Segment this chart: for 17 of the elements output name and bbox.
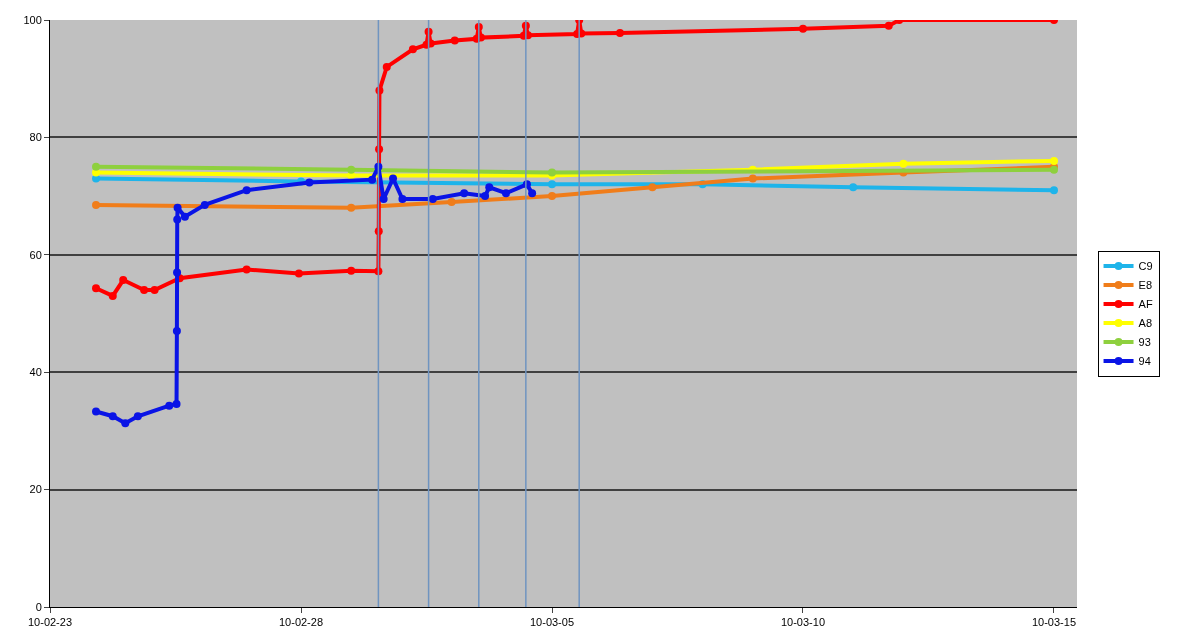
y-tick-label: 0 [35, 600, 42, 613]
x-tick-label: 10-03-15 [1031, 616, 1077, 629]
y-tick-label: 80 [29, 131, 42, 144]
legend-label: A8 [1138, 317, 1153, 330]
x-tick-label: 10-03-05 [529, 616, 575, 629]
x-tick-label: 10-02-28 [278, 616, 324, 629]
x-tick-label: 10-03-10 [780, 616, 826, 629]
legend-label: 93 [1138, 336, 1151, 349]
legend-label: AF [1138, 298, 1153, 311]
legend-label: C9 [1138, 260, 1153, 273]
x-tick-label: 10-02-23 [27, 616, 73, 629]
y-tick-label: 60 [29, 248, 42, 261]
y-tick-label: 100 [23, 13, 42, 26]
y-tick-label: 40 [29, 366, 42, 379]
legend-label: E8 [1138, 279, 1153, 292]
legend-label: 94 [1138, 355, 1151, 368]
y-tick-label: 20 [29, 483, 42, 496]
